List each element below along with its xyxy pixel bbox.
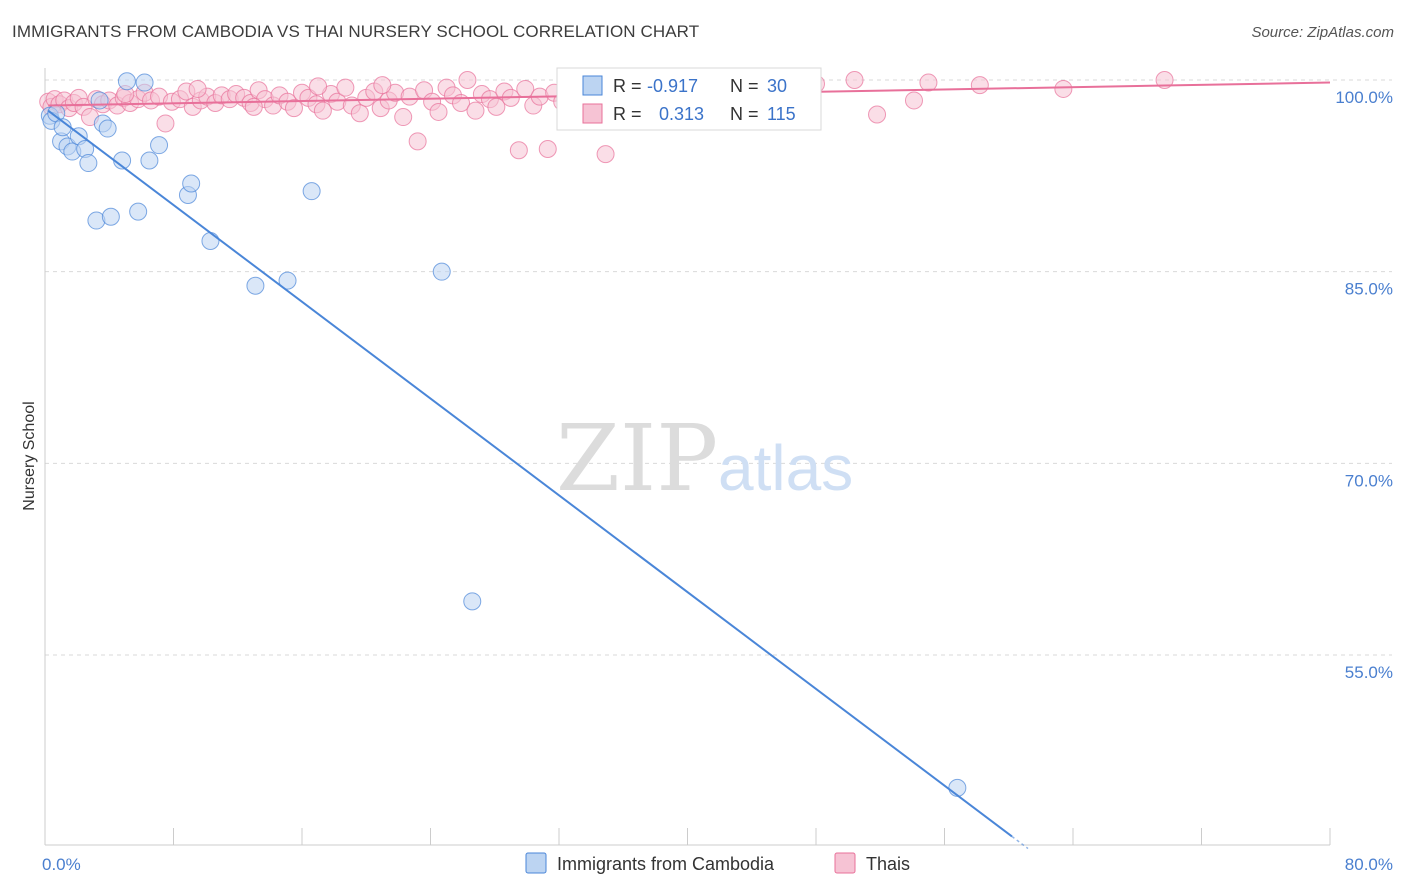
cambodia-point [246, 276, 265, 295]
legend-r-value-2: 0.313 [659, 104, 704, 124]
thais-point [394, 108, 413, 127]
cambodia-point [150, 136, 169, 155]
correlation-legend: R = -0.917 N = 30 R = 0.313 N = 115 [556, 67, 822, 131]
thais-point [1155, 71, 1174, 89]
thais-point [868, 105, 887, 124]
watermark: ZIP atlas [556, 405, 853, 512]
thais-point [970, 76, 989, 95]
watermark-atlas: atlas [718, 432, 853, 504]
y-tick-label: 100.0% [1335, 88, 1393, 107]
legend-swatch-pink [582, 103, 603, 124]
cambodia-point [140, 151, 159, 170]
thais-point [596, 145, 615, 164]
series-legend-label-cambodia: Immigrants from Cambodia [557, 854, 775, 874]
chart-title: IMMIGRANTS FROM CAMBODIA VS THAI NURSERY… [12, 22, 700, 41]
x-tick-label: 0.0% [42, 855, 81, 874]
thais-point [188, 79, 207, 98]
thais-point [487, 97, 506, 116]
cambodia-point [182, 174, 201, 193]
legend-r-label-1: R = [613, 76, 642, 96]
thais-point [313, 101, 332, 120]
series-legend-swatch-thais [834, 852, 856, 874]
y-tick-label: 55.0% [1345, 663, 1393, 682]
x-tick-label: 80.0% [1345, 855, 1393, 874]
thais-point [408, 132, 427, 151]
legend-n-label-1: N = [730, 76, 759, 96]
thais-point [919, 73, 938, 92]
legend-n-label-2: N = [730, 104, 759, 124]
thais-point [538, 140, 557, 158]
cambodia-point [201, 232, 220, 250]
cambodia-point [135, 73, 154, 92]
cambodia-point [302, 182, 321, 201]
thais-point [429, 102, 448, 121]
gridlines [45, 79, 1392, 656]
cambodia-point [278, 271, 297, 290]
legend-n-value-1: 30 [767, 76, 787, 96]
cambodia-point [98, 119, 117, 138]
cambodia-point [948, 778, 967, 797]
legend-n-value-2: 115 [767, 104, 796, 124]
thais-point [156, 114, 175, 133]
thais-point [350, 104, 369, 123]
thais-point [509, 141, 528, 160]
thais-point [1054, 79, 1073, 98]
cambodia-trend-extension [1011, 835, 1029, 850]
series-legend: Immigrants from Cambodia Thais [525, 852, 910, 874]
chart-source: Source: ZipAtlas.com [1251, 24, 1394, 41]
thais-point [466, 101, 485, 120]
watermark-zip: ZIP [556, 405, 718, 512]
y-tick-label: 85.0% [1345, 280, 1393, 299]
cambodia-point [432, 262, 451, 281]
thais-point [373, 76, 392, 95]
thais-point [845, 71, 864, 89]
y-tick-label: 70.0% [1345, 471, 1393, 490]
series-legend-swatch-cambodia [525, 852, 547, 874]
cambodia-point [79, 154, 98, 173]
axes: 100.0% 85.0% 70.0% 55.0% 0.0% 80.0% [42, 68, 1393, 874]
thais-point [458, 71, 477, 89]
cambodia-point [117, 72, 136, 91]
legend-swatch-blue [582, 75, 603, 96]
legend-r-value-1: -0.917 [647, 76, 698, 96]
cambodia-point [101, 207, 120, 226]
thais-point [336, 78, 355, 97]
cambodia-point [129, 202, 148, 221]
series-legend-label-thais: Thais [866, 854, 910, 874]
cambodia-trend-line [47, 109, 1013, 838]
legend-r-label-2: R = [613, 104, 642, 124]
y-axis-title: Nursery School [21, 401, 38, 510]
cambodia-point [463, 592, 482, 611]
thais-point [309, 77, 328, 96]
thais-point [904, 91, 923, 110]
thais-point [284, 99, 303, 118]
cambodia-point [90, 91, 109, 110]
